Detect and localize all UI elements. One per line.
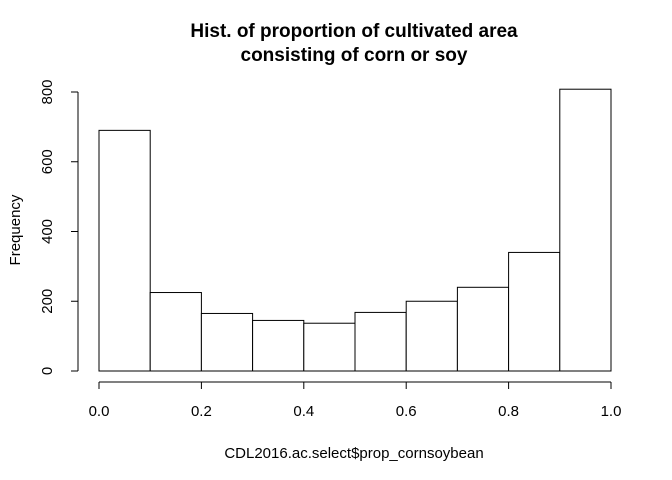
- y-tick-label: 400: [39, 219, 56, 244]
- y-axis-label: Frequency: [7, 194, 24, 265]
- histogram-bar: [149, 292, 202, 372]
- x-tick-label: 0.6: [396, 403, 417, 420]
- x-axis-label: CDL2016.ac.select$prop_cornsoybean: [224, 445, 483, 462]
- x-axis: 0.0 0.2 0.4 0.6 0.8 1.0: [89, 381, 622, 420]
- histogram-bar: [98, 129, 151, 372]
- histogram-bar: [303, 322, 356, 372]
- y-axis: 0 200 400 600 800: [39, 79, 79, 375]
- x-tick-label: 0.4: [293, 403, 314, 420]
- y-tick-label: 200: [39, 289, 56, 314]
- histogram-bar: [252, 319, 305, 372]
- y-tick-label: 800: [39, 79, 56, 104]
- histogram-bar: [456, 286, 510, 372]
- histogram-bar: [354, 311, 407, 372]
- x-tick-label: 0.0: [89, 403, 110, 420]
- histogram-bar: [200, 312, 254, 372]
- x-tick-label: 1.0: [601, 403, 622, 420]
- chart-title-line-1: Hist. of proportion of cultivated area: [190, 21, 518, 42]
- y-tick-label: 0: [39, 367, 56, 375]
- x-tick-label: 0.2: [191, 403, 212, 420]
- y-tick-label: 600: [39, 149, 56, 174]
- chart-title-line-2: consisting of corn or soy: [241, 45, 468, 66]
- histogram-bar: [508, 251, 561, 372]
- histogram-bars: [98, 88, 612, 372]
- x-tick-label: 0.8: [498, 403, 519, 420]
- histogram-bar: [559, 88, 612, 372]
- histogram-bar: [405, 300, 458, 372]
